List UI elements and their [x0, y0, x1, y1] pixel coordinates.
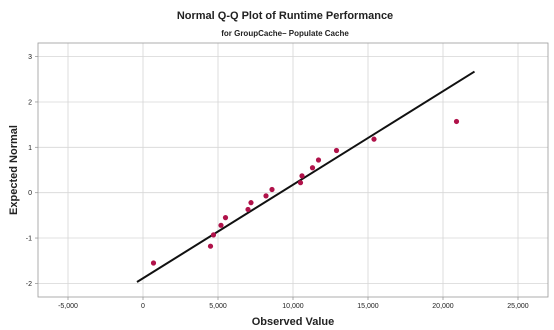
reference-line	[136, 70, 476, 283]
data-point	[248, 200, 254, 206]
data-point	[315, 157, 322, 163]
x-tick-label: 5,000	[209, 303, 227, 310]
y-tick-label: -1	[26, 236, 32, 243]
data-point	[222, 215, 229, 221]
chart-title: Normal Q-Q Plot of Runtime Performance	[177, 10, 393, 22]
y-axis-label: Expected Normal	[8, 125, 20, 215]
data-point	[269, 186, 275, 193]
x-axis-label: Observed Value	[252, 316, 335, 328]
data-point	[309, 165, 316, 171]
y-tick-label: 2	[28, 99, 32, 106]
chart-subtitle: for GroupCache– Populate Cache	[221, 29, 349, 38]
grid	[38, 43, 548, 297]
data-point	[299, 173, 305, 179]
data-point	[453, 118, 460, 125]
y-tick-label: 0	[28, 190, 32, 197]
data-point	[371, 136, 377, 142]
y-tick-label: -2	[26, 281, 32, 288]
reference-line-layer	[136, 70, 476, 283]
data-point	[150, 260, 157, 266]
data-point	[207, 243, 214, 249]
x-tick-label: 15,000	[357, 303, 379, 310]
data-point	[297, 180, 304, 186]
y-tick-label: 3	[28, 54, 32, 61]
x-tick-label: 10,000	[282, 303, 304, 310]
x-tick-label: 25,000	[507, 303, 529, 310]
x-tick-label: -5,000	[58, 303, 78, 310]
axis-ticks: -5,000 0 5,000 10,000 15,000 20,000 25,000 -2 -1…	[26, 54, 529, 310]
x-tick-label: 0	[141, 303, 145, 310]
data-point	[210, 232, 217, 238]
data-points	[150, 118, 460, 266]
data-point	[245, 206, 251, 213]
data-point	[263, 193, 269, 199]
data-point	[333, 147, 340, 154]
x-tick-label: 20,000	[432, 303, 454, 310]
y-tick-label: 1	[28, 145, 32, 152]
data-point	[218, 222, 224, 228]
